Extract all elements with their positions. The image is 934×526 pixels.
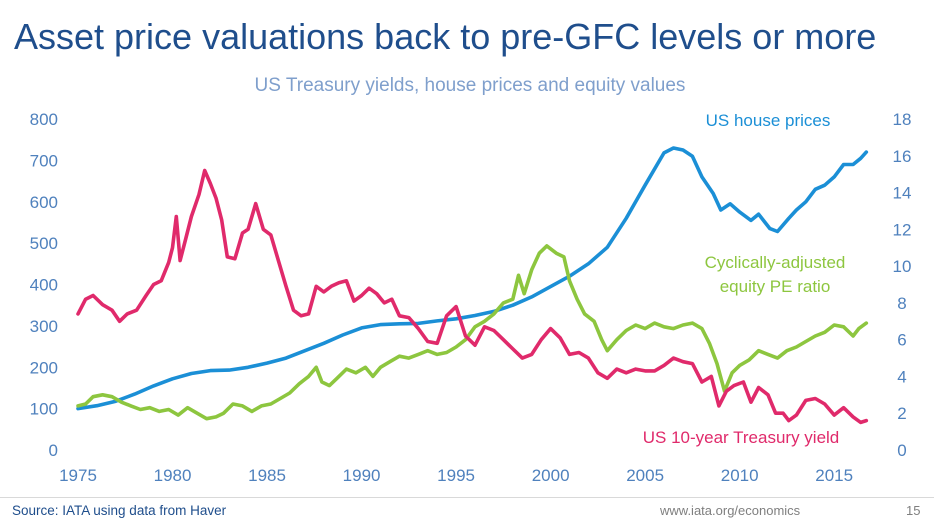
left-tick-label: 600	[30, 193, 58, 212]
series-line-us-10-year-treasury-yield	[76, 168, 869, 425]
label-equity-pe-ratio-line1: Cyclically-adjusted	[705, 253, 846, 272]
left-tick-label: 100	[30, 400, 58, 419]
label-treasury-yield: US 10-year Treasury yield	[643, 428, 840, 447]
x-axis-ticks: 1975 1980 1985 1990 1995 2000 2005 2010 2015	[59, 466, 853, 485]
x-tick-label: 2015	[815, 466, 853, 485]
footer-divider	[0, 497, 934, 498]
right-y-axis-ticks: 0 2 4 6 8 10 12 14 16 18	[893, 110, 912, 460]
x-tick-label: 1990	[343, 466, 381, 485]
right-tick-label: 12	[893, 220, 912, 239]
x-tick-label: 2010	[721, 466, 759, 485]
left-tick-label: 500	[30, 234, 58, 253]
left-tick-label: 200	[30, 358, 58, 377]
x-tick-label: 1995	[437, 466, 475, 485]
right-tick-label: 0	[897, 441, 906, 460]
left-tick-label: 0	[49, 441, 58, 460]
left-tick-label: 800	[30, 110, 58, 129]
slide-title: Asset price valuations back to pre-GFC l…	[14, 16, 877, 57]
series-line-us-house-prices	[76, 146, 869, 411]
right-tick-label: 18	[893, 110, 912, 129]
right-tick-label: 6	[897, 331, 906, 350]
x-tick-label: 2000	[532, 466, 570, 485]
label-us-house-prices: US house prices	[706, 111, 831, 130]
right-tick-label: 14	[893, 184, 912, 203]
x-tick-label: 1985	[248, 466, 286, 485]
x-tick-label: 1975	[59, 466, 97, 485]
label-equity-pe-ratio-line2: equity PE ratio	[720, 277, 831, 296]
left-y-axis-ticks: 0 100 200 300 400 500 600 700 800	[30, 110, 58, 460]
left-tick-label: 700	[30, 151, 58, 170]
footer-url[interactable]: www.iata.org/economics	[660, 503, 801, 518]
series-line-cyclically-adjusted-equity-pe-ratio	[76, 244, 869, 421]
series-lines	[76, 146, 869, 425]
left-tick-label: 400	[30, 276, 58, 295]
source-note: Source: IATA using data from Haver	[12, 503, 227, 518]
x-tick-label: 2005	[626, 466, 664, 485]
left-tick-label: 300	[30, 317, 58, 336]
right-tick-label: 16	[893, 147, 912, 166]
right-tick-label: 8	[897, 294, 906, 313]
right-tick-label: 10	[893, 257, 912, 276]
chart-title: US Treasury yields, house prices and equ…	[255, 75, 686, 96]
page-number: 15	[906, 503, 921, 518]
right-tick-label: 4	[897, 367, 906, 386]
right-tick-label: 2	[897, 404, 906, 423]
x-tick-label: 1980	[154, 466, 192, 485]
